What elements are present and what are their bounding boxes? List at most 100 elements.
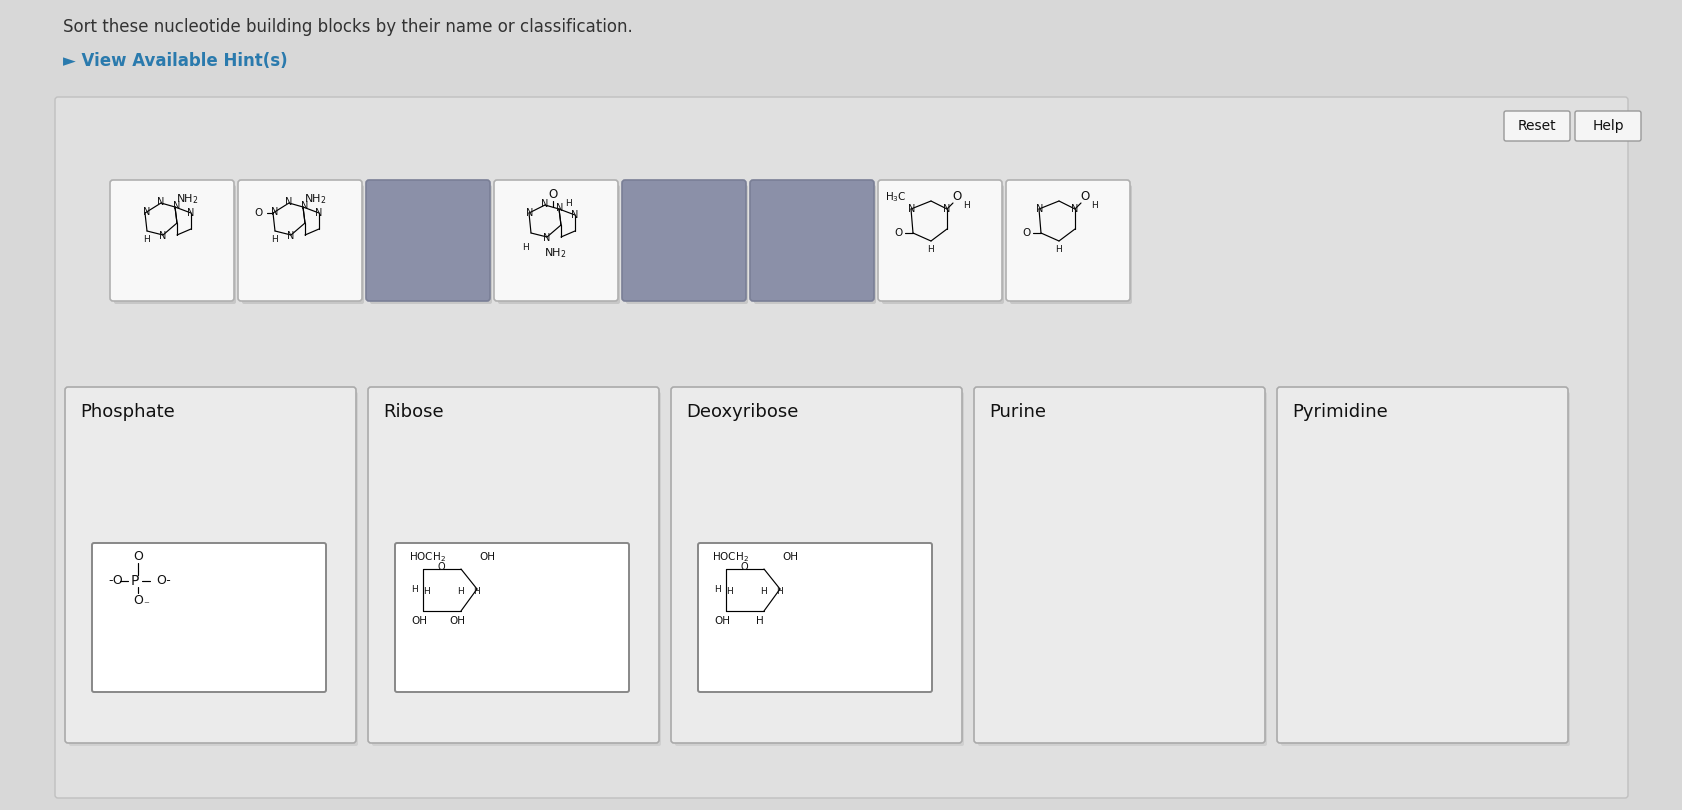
FancyBboxPatch shape xyxy=(1009,185,1132,304)
Text: H: H xyxy=(523,242,530,251)
Text: HOCH$_2$: HOCH$_2$ xyxy=(711,550,748,564)
FancyBboxPatch shape xyxy=(671,387,962,743)
FancyBboxPatch shape xyxy=(1574,111,1640,141)
Text: N: N xyxy=(315,208,323,218)
Text: H: H xyxy=(271,236,278,245)
Text: H: H xyxy=(760,586,767,595)
Text: H$_3$C: H$_3$C xyxy=(885,190,907,204)
Text: H: H xyxy=(565,198,572,207)
FancyBboxPatch shape xyxy=(974,387,1265,743)
Text: N: N xyxy=(526,208,533,218)
FancyBboxPatch shape xyxy=(698,543,932,692)
Text: OH: OH xyxy=(410,616,427,626)
Text: P: P xyxy=(131,574,140,588)
Text: N: N xyxy=(187,208,195,218)
Text: O: O xyxy=(1080,190,1088,203)
Text: H: H xyxy=(143,236,150,245)
Text: OH: OH xyxy=(449,616,464,626)
Text: H: H xyxy=(412,585,419,594)
Text: Sort these nucleotide building blocks by their name or classification.: Sort these nucleotide building blocks by… xyxy=(62,18,632,36)
FancyBboxPatch shape xyxy=(69,392,358,746)
Text: ⁻: ⁻ xyxy=(143,600,148,610)
Text: Reset: Reset xyxy=(1517,119,1556,133)
Text: O: O xyxy=(437,562,444,572)
Text: N: N xyxy=(557,203,563,213)
Text: H: H xyxy=(727,586,733,595)
FancyBboxPatch shape xyxy=(881,185,1004,304)
Text: O: O xyxy=(895,228,903,238)
Text: -O: -O xyxy=(108,574,123,587)
Text: Pyrimidine: Pyrimidine xyxy=(1292,403,1388,421)
Text: O: O xyxy=(133,551,143,564)
Text: O: O xyxy=(548,189,557,202)
Text: N: N xyxy=(542,199,548,209)
FancyBboxPatch shape xyxy=(977,392,1267,746)
FancyBboxPatch shape xyxy=(109,180,234,301)
FancyBboxPatch shape xyxy=(368,387,659,743)
Text: OH: OH xyxy=(479,552,495,562)
FancyBboxPatch shape xyxy=(1280,392,1569,746)
Text: N: N xyxy=(543,233,550,243)
Text: OH: OH xyxy=(713,616,730,626)
FancyBboxPatch shape xyxy=(237,180,362,301)
Text: Purine: Purine xyxy=(989,403,1046,421)
Text: N: N xyxy=(942,204,950,214)
Text: Phosphate: Phosphate xyxy=(81,403,175,421)
Text: H: H xyxy=(424,586,431,595)
FancyBboxPatch shape xyxy=(1504,111,1569,141)
Text: N: N xyxy=(160,231,167,241)
FancyBboxPatch shape xyxy=(674,392,964,746)
Text: O: O xyxy=(254,208,262,218)
FancyBboxPatch shape xyxy=(56,97,1626,798)
Text: H: H xyxy=(1092,201,1098,210)
FancyBboxPatch shape xyxy=(495,180,617,301)
FancyBboxPatch shape xyxy=(114,185,235,304)
FancyBboxPatch shape xyxy=(370,185,491,304)
FancyBboxPatch shape xyxy=(622,180,745,301)
FancyBboxPatch shape xyxy=(878,180,1001,301)
Text: Ribose: Ribose xyxy=(383,403,444,421)
FancyBboxPatch shape xyxy=(365,180,489,301)
Text: NH$_2$: NH$_2$ xyxy=(175,192,198,206)
Text: N: N xyxy=(271,207,279,217)
FancyBboxPatch shape xyxy=(1277,387,1568,743)
Text: N: N xyxy=(156,197,165,207)
Text: N: N xyxy=(286,197,293,207)
Text: N: N xyxy=(288,231,294,241)
FancyBboxPatch shape xyxy=(372,392,661,746)
Text: H: H xyxy=(775,586,782,595)
Text: O: O xyxy=(1023,228,1031,238)
Text: O: O xyxy=(952,190,960,203)
FancyBboxPatch shape xyxy=(750,180,873,301)
Text: O-: O- xyxy=(156,574,170,587)
Text: H: H xyxy=(1055,245,1061,254)
Text: N: N xyxy=(1071,204,1078,214)
Text: N: N xyxy=(1036,204,1043,214)
Text: H: H xyxy=(473,586,479,595)
FancyBboxPatch shape xyxy=(66,387,357,743)
FancyBboxPatch shape xyxy=(242,185,363,304)
FancyBboxPatch shape xyxy=(754,185,875,304)
Text: ► View Available Hint(s): ► View Available Hint(s) xyxy=(62,52,288,70)
Text: HOCH$_2$: HOCH$_2$ xyxy=(409,550,446,564)
FancyBboxPatch shape xyxy=(626,185,747,304)
Text: OH: OH xyxy=(782,552,797,562)
Text: H: H xyxy=(755,616,764,626)
Text: H: H xyxy=(458,586,464,595)
FancyBboxPatch shape xyxy=(498,185,619,304)
Text: Deoxyribose: Deoxyribose xyxy=(686,403,797,421)
Text: N: N xyxy=(301,201,308,211)
Text: H: H xyxy=(927,245,934,254)
Text: NH$_2$: NH$_2$ xyxy=(543,246,565,260)
Text: N: N xyxy=(908,204,915,214)
Text: H: H xyxy=(964,201,971,210)
Text: O: O xyxy=(740,562,747,572)
Text: H: H xyxy=(715,585,722,594)
Text: N: N xyxy=(173,201,180,211)
Text: Help: Help xyxy=(1591,119,1623,133)
FancyBboxPatch shape xyxy=(395,543,629,692)
Text: N: N xyxy=(143,207,151,217)
FancyBboxPatch shape xyxy=(93,543,326,692)
FancyBboxPatch shape xyxy=(1006,180,1129,301)
Text: N: N xyxy=(570,210,579,220)
